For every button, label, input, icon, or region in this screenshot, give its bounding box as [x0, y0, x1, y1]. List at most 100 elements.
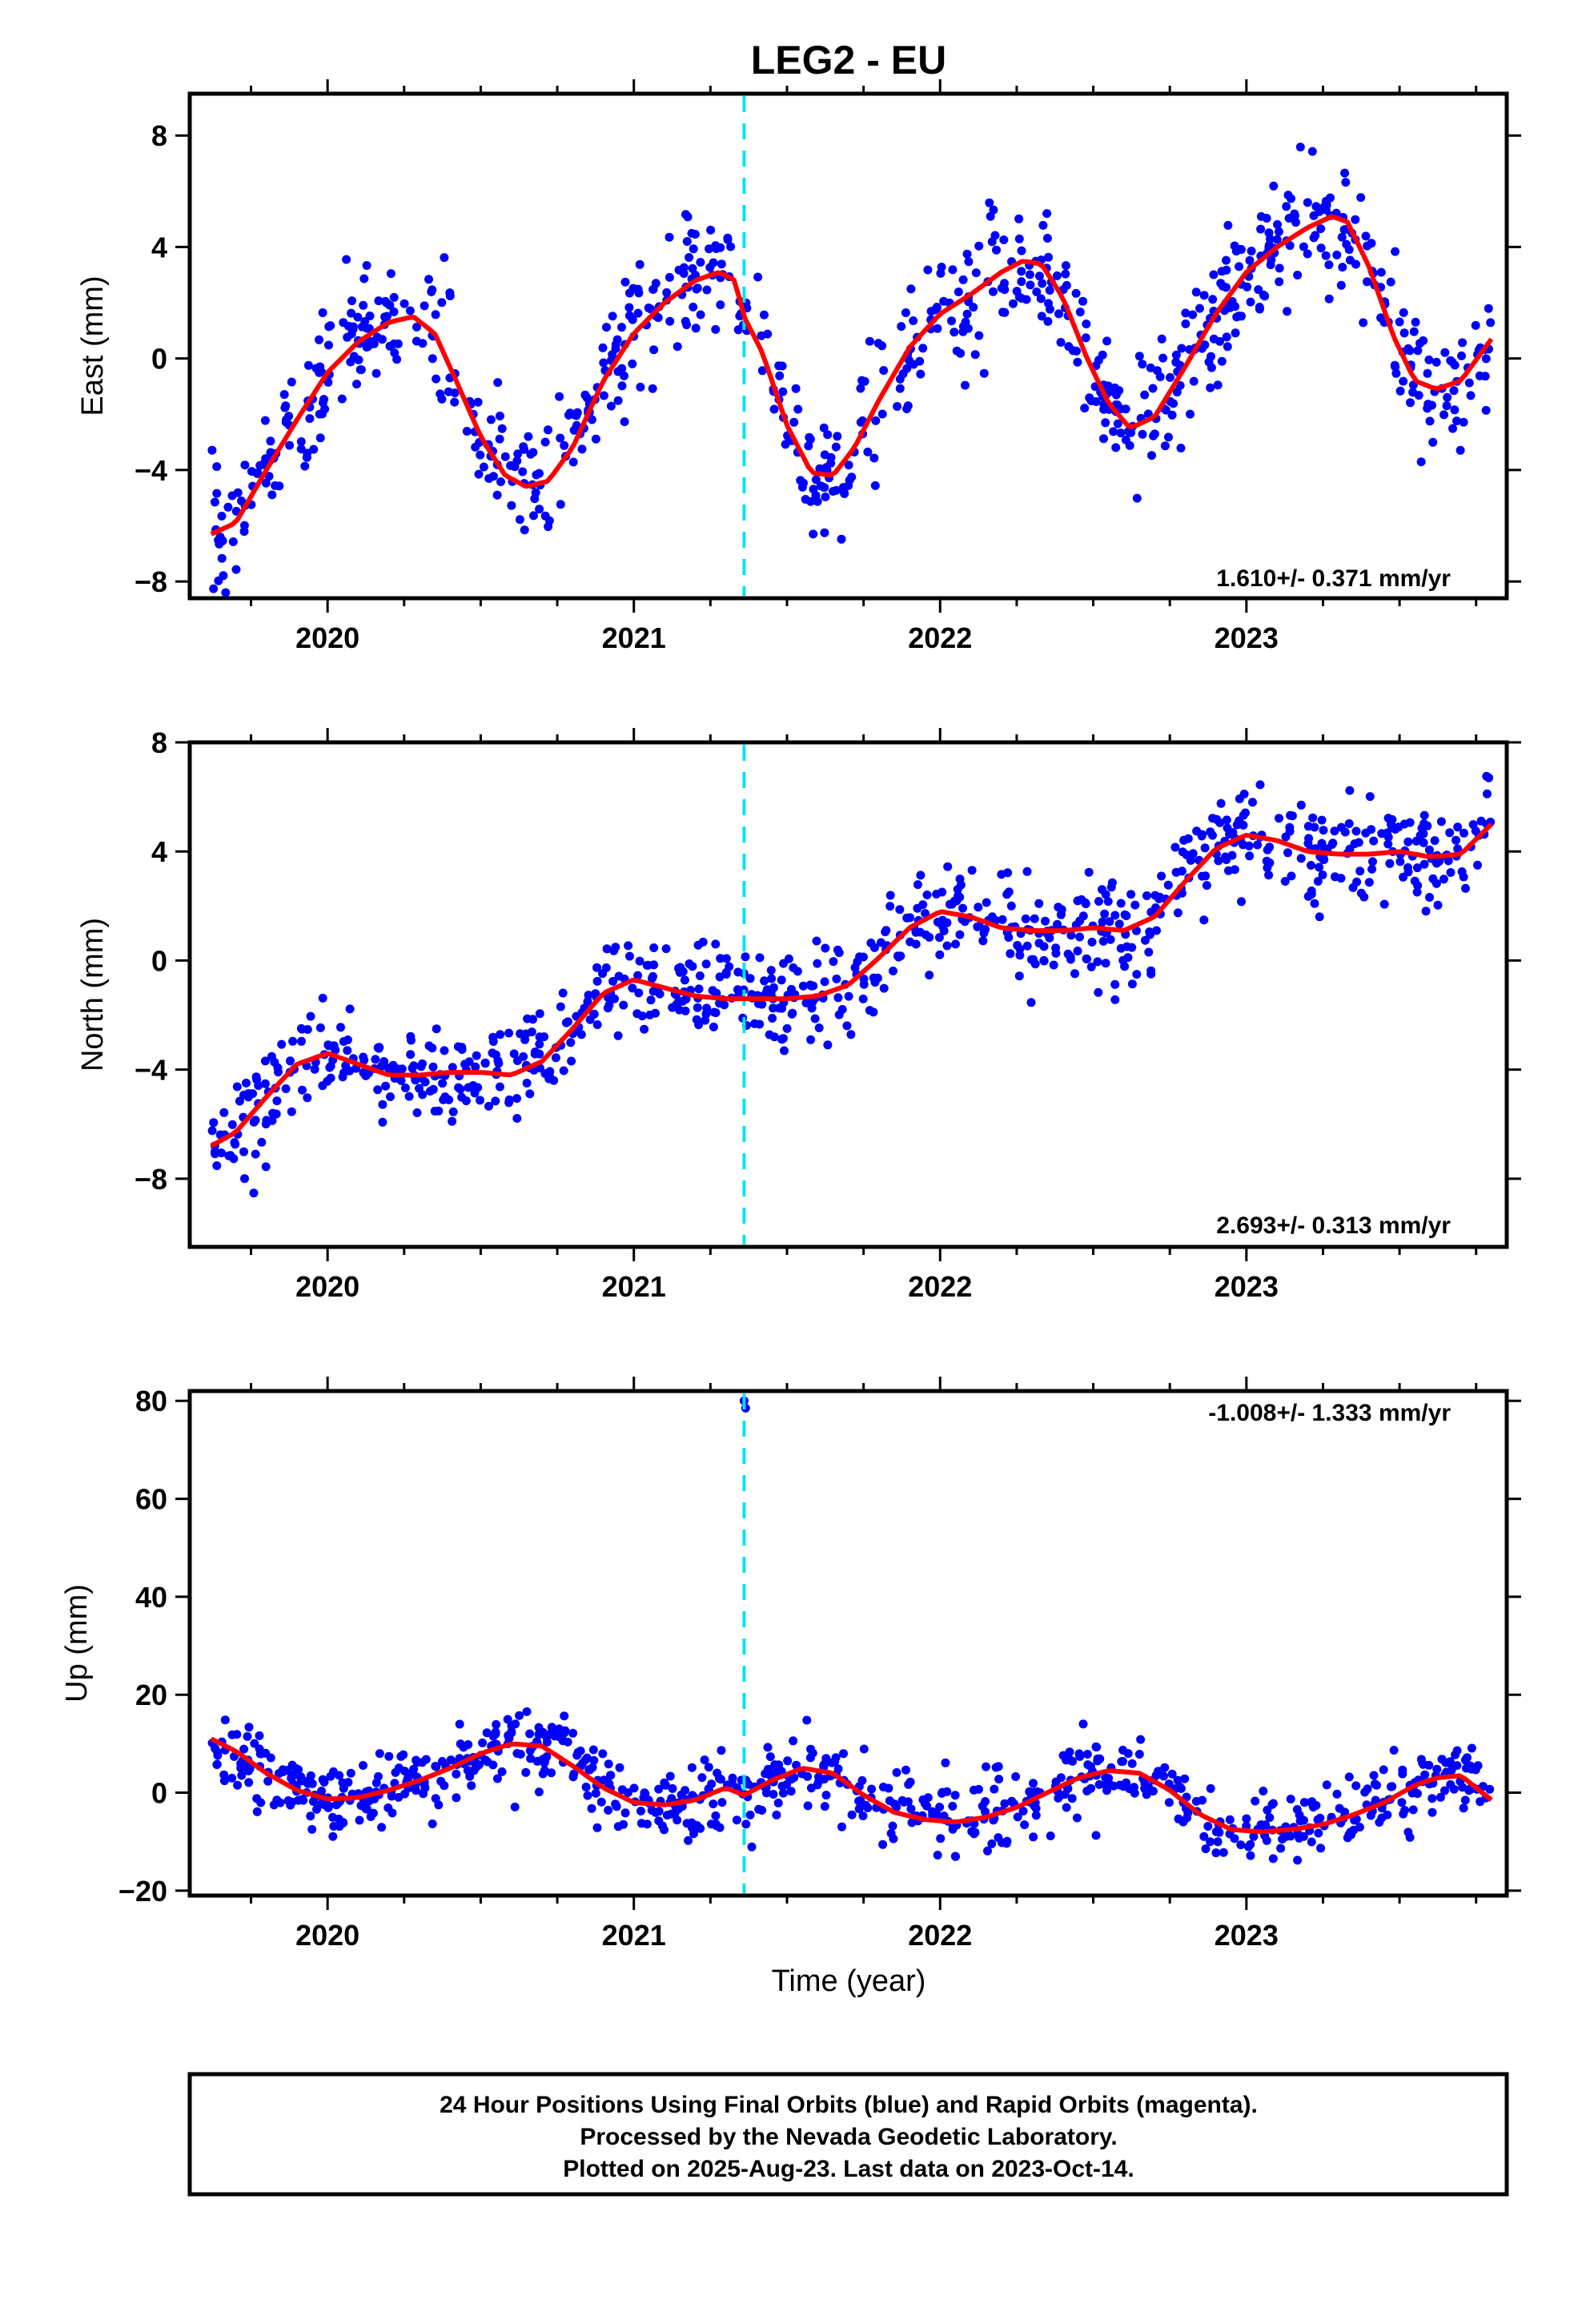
data-point — [789, 1773, 799, 1783]
data-point — [488, 1048, 497, 1058]
data-point — [811, 475, 821, 485]
data-point — [588, 1763, 597, 1772]
data-point — [620, 277, 630, 287]
data-point — [1044, 299, 1053, 308]
data-point — [1309, 233, 1319, 243]
data-point — [1082, 1750, 1092, 1759]
data-point — [778, 387, 788, 396]
data-point — [303, 1093, 312, 1103]
data-point — [1171, 350, 1181, 360]
data-point — [833, 945, 842, 955]
data-point — [584, 991, 593, 1000]
data-point — [950, 1852, 960, 1861]
data-point — [1341, 178, 1351, 187]
data-point — [1211, 1848, 1221, 1858]
data-point — [1324, 294, 1334, 304]
data-point — [654, 1807, 664, 1816]
data-point — [895, 384, 905, 393]
data-point — [448, 1063, 457, 1072]
data-point — [1260, 292, 1270, 301]
data-point — [1014, 971, 1024, 981]
data-point — [1078, 1719, 1088, 1729]
data-point — [215, 533, 225, 541]
data-point — [445, 288, 455, 298]
data-point — [704, 1763, 713, 1772]
data-point — [1241, 808, 1250, 818]
data-point — [474, 469, 484, 479]
data-point — [1219, 1848, 1228, 1857]
data-point — [1428, 874, 1438, 883]
data-point — [941, 1758, 950, 1767]
data-point — [1178, 847, 1187, 857]
data-point — [357, 322, 367, 332]
data-point — [1311, 202, 1321, 211]
data-point — [1350, 1815, 1359, 1825]
data-point — [803, 1801, 813, 1811]
data-point — [1000, 285, 1010, 295]
data-point — [821, 463, 831, 472]
data-point — [1003, 868, 1013, 878]
data-point — [1243, 282, 1252, 292]
data-point — [1324, 260, 1334, 270]
data-point — [273, 1063, 283, 1072]
data-point — [522, 1707, 532, 1716]
data-point — [932, 304, 942, 313]
data-point — [793, 404, 803, 414]
data-point — [1039, 955, 1049, 965]
data-point — [591, 1788, 600, 1798]
data-point — [277, 1039, 287, 1049]
east-rate-label: 1.610+/- 0.371 mm/yr — [1216, 565, 1451, 592]
data-point — [867, 1784, 877, 1794]
data-point — [456, 1739, 465, 1749]
data-point — [741, 952, 750, 962]
data-point — [1299, 242, 1308, 251]
data-point — [1476, 816, 1486, 826]
data-point — [876, 938, 885, 947]
data-point — [1367, 864, 1377, 874]
data-point — [495, 412, 504, 420]
data-point — [1387, 814, 1397, 824]
data-point — [1182, 1813, 1191, 1823]
data-point — [1395, 317, 1404, 327]
data-point — [623, 1788, 632, 1797]
data-point — [951, 939, 960, 949]
data-point — [806, 1744, 816, 1754]
data-point — [495, 1082, 504, 1092]
data-point — [359, 1068, 368, 1077]
data-point — [1225, 1815, 1235, 1824]
data-point — [773, 1798, 783, 1807]
data-point — [617, 381, 627, 391]
data-point — [1473, 860, 1482, 870]
data-point — [780, 1046, 789, 1055]
data-point — [504, 1028, 514, 1038]
data-point — [958, 275, 968, 284]
data-point — [560, 440, 569, 450]
data-point — [1199, 291, 1209, 300]
data-point — [701, 959, 711, 969]
data-point — [628, 359, 637, 368]
data-point — [378, 1117, 387, 1127]
data-point — [368, 1808, 378, 1818]
up-ticks: 2020 2021 2022 2023 −20 0 20 40 60 80 — [118, 1377, 1521, 1952]
data-point — [504, 1098, 514, 1108]
data-point — [1038, 220, 1048, 230]
data-point — [371, 1055, 380, 1064]
data-point — [1052, 271, 1062, 280]
data-point — [948, 1801, 958, 1811]
data-point — [1428, 437, 1438, 447]
data-point — [844, 460, 853, 470]
data-point — [331, 1800, 341, 1810]
data-point — [802, 1715, 812, 1725]
data-point — [717, 259, 726, 269]
data-point — [261, 1162, 271, 1172]
data-point — [260, 1056, 270, 1066]
data-point — [1014, 234, 1024, 243]
data-point — [903, 401, 913, 411]
data-point — [323, 1040, 333, 1050]
data-point — [1102, 336, 1112, 346]
data-point — [755, 953, 765, 963]
data-point — [1126, 890, 1136, 899]
data-point — [1246, 1851, 1255, 1860]
data-point — [1405, 346, 1415, 356]
data-point — [266, 448, 275, 457]
